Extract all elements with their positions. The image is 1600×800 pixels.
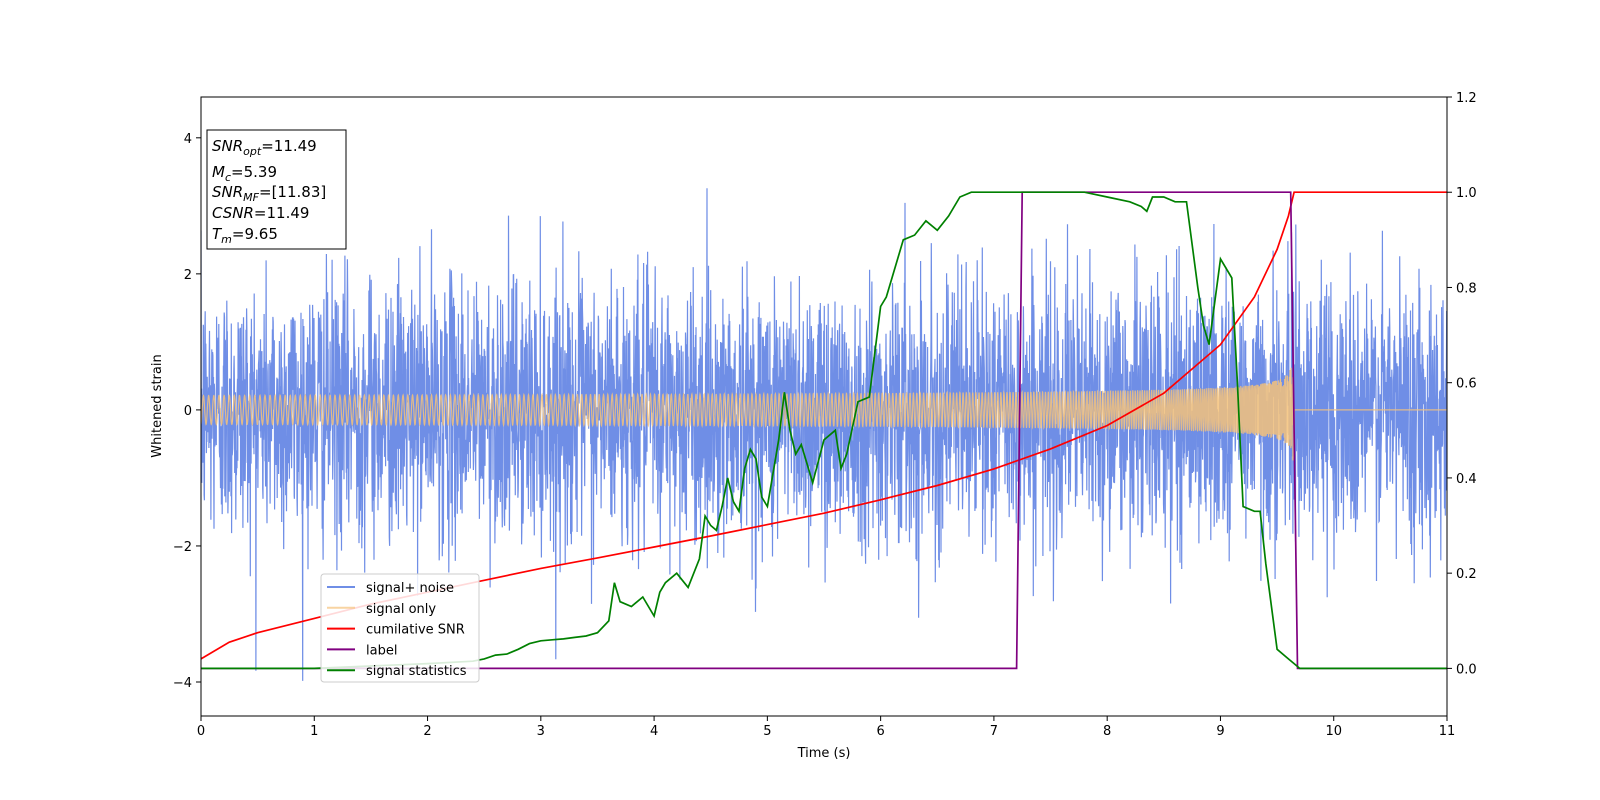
- y-axis-label: Whitened strain: [150, 354, 165, 457]
- info-symbol: SNR: [212, 137, 243, 155]
- y2-tick-label: 1.0: [1456, 186, 1477, 201]
- info-box-frame: [206, 129, 347, 250]
- info-line: SNRMF=[11.83]: [212, 183, 326, 204]
- info-line: SNRopt=11.49: [212, 137, 317, 158]
- legend-label: signal only: [366, 602, 436, 617]
- info-symbol: M: [212, 163, 225, 181]
- legend: signal+ noise signal only cumilative SNR la…: [320, 573, 480, 683]
- info-subscript: c: [225, 171, 231, 184]
- y2-tick-label: 0.0: [1456, 662, 1477, 677]
- x-tick-label: 9: [1216, 724, 1224, 739]
- y2-tick-label: 0.2: [1456, 567, 1477, 582]
- series-signal-statistics-line: [201, 191, 1447, 670]
- axes-layer: 0 1 2 3 4 5 6 7 8 9 10 11 4 2 0 −2 −4 1.2 1.0 0.8 0.6 0.4 0.2 0…: [173, 91, 1477, 739]
- y2-tick-label: 0.6: [1456, 377, 1477, 392]
- info-symbol: CSNR: [212, 204, 254, 222]
- y-tick-label: −2: [173, 540, 192, 555]
- y2-tick-label: 0.8: [1456, 281, 1477, 296]
- y-tick-label: 2: [184, 268, 192, 283]
- plot-frame: [200, 96, 1448, 717]
- series-signal-only-line: [201, 367, 1447, 461]
- x-tick-label: 6: [876, 724, 884, 739]
- legend-label: signal+ noise: [366, 581, 454, 596]
- info-symbol: SNR: [212, 183, 243, 201]
- y-tick-label: 0: [184, 404, 192, 419]
- info-value: =11.49: [261, 137, 317, 155]
- legend-label: label: [366, 643, 397, 658]
- x-tick-label: 3: [537, 724, 545, 739]
- info-line: Mc=5.39: [212, 163, 277, 184]
- legend-frame: [320, 573, 480, 683]
- info-value: =5.39: [231, 163, 277, 181]
- info-box: SNRopt=11.49Mc=5.39SNRMF=[11.83]CSNR=11.…: [206, 129, 347, 250]
- info-value: =11.49: [254, 204, 310, 222]
- x-tick-label: 8: [1103, 724, 1111, 739]
- y-tick-label: −4: [173, 676, 192, 691]
- info-subscript: MF: [243, 191, 259, 204]
- legend-label: cumilative SNR: [366, 623, 465, 638]
- x-tick-label: 5: [763, 724, 771, 739]
- info-symbol: T: [212, 225, 223, 243]
- x-tick-label: 2: [423, 724, 431, 739]
- legend-label: signal statistics: [366, 664, 467, 679]
- x-tick-label: 11: [1439, 724, 1456, 739]
- x-tick-label: 7: [990, 724, 998, 739]
- x-tick-label: 10: [1325, 724, 1342, 739]
- y2-tick-label: 0.4: [1456, 472, 1477, 487]
- x-tick-label: 4: [650, 724, 658, 739]
- info-subscript: opt: [243, 145, 262, 158]
- x-tick-label: 0: [197, 724, 205, 739]
- info-line: CSNR=11.49: [212, 204, 309, 222]
- x-tick-label: 1: [310, 724, 318, 739]
- info-value: =9.65: [232, 225, 278, 243]
- info-value: =[11.83]: [259, 183, 326, 201]
- info-line: Tm=9.65: [212, 225, 278, 246]
- y-tick-label: 4: [184, 132, 192, 147]
- x-axis-label: Time (s): [797, 746, 851, 761]
- info-subscript: m: [221, 233, 232, 246]
- y2-tick-label: 1.2: [1456, 91, 1477, 106]
